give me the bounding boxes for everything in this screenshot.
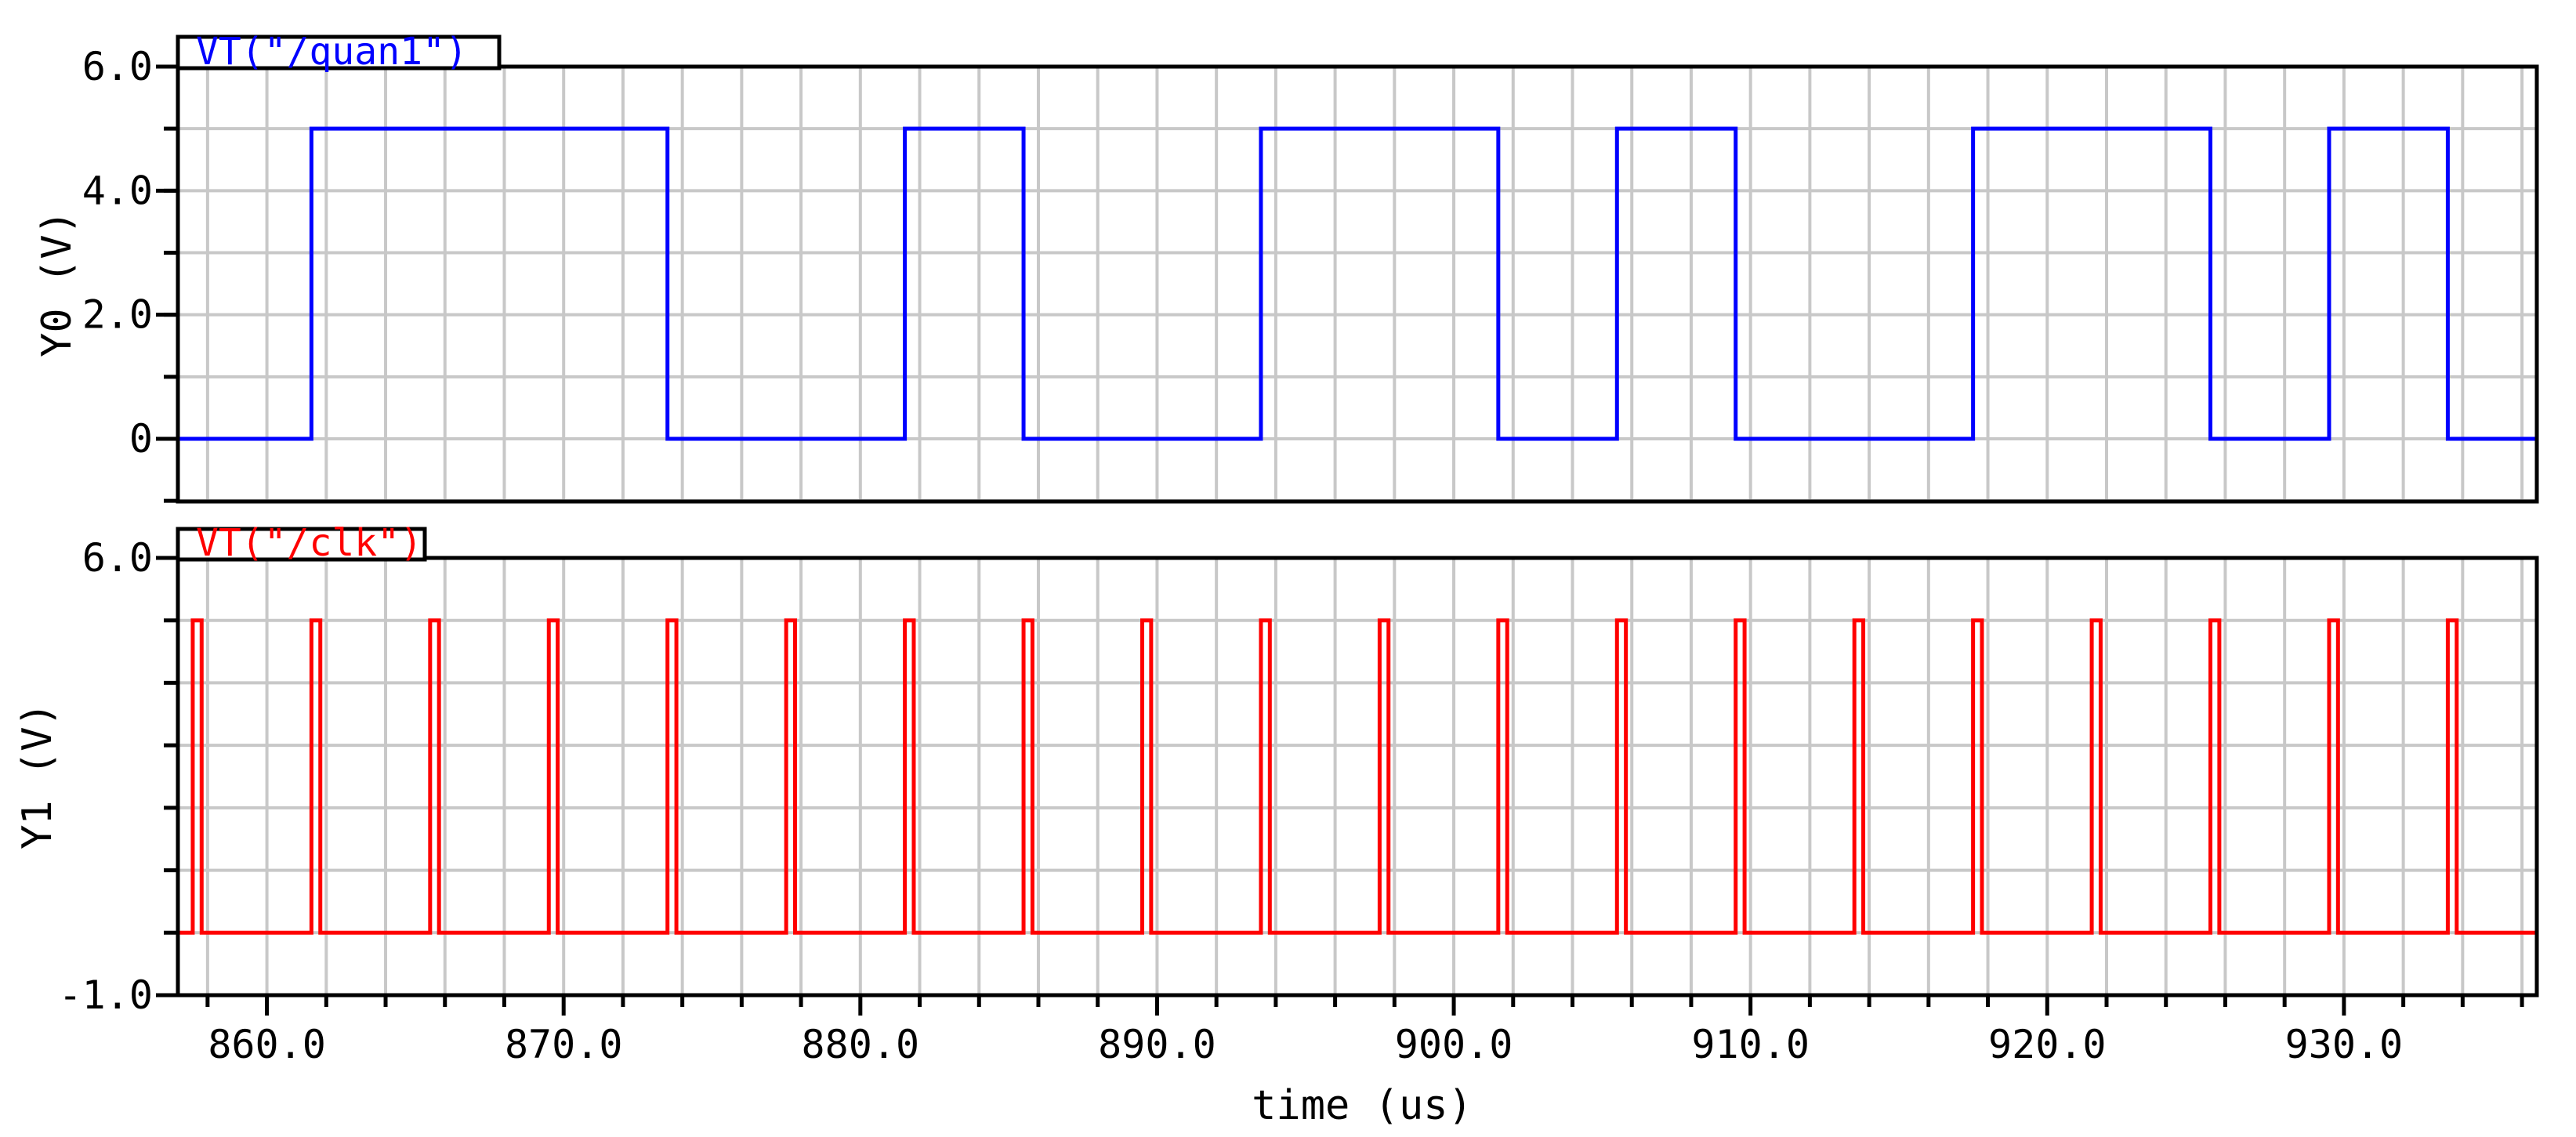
- top-grid: [178, 67, 2537, 503]
- x-tick-label: 860.0: [208, 1022, 326, 1067]
- top-panel: 6.0 4.0 2.0 0 VT("/quan1") Y0 (V): [34, 30, 2539, 504]
- bottom-legend-tab: [176, 527, 427, 562]
- y-tick-label: 0: [129, 416, 153, 462]
- bottom-legend-label: VT("/clk"): [196, 521, 422, 565]
- bottom-y-ticks: 6.0 -1.0: [59, 535, 178, 1018]
- top-y-axis-label: Y0 (V): [34, 210, 81, 357]
- x-tick-label: 900.0: [1395, 1022, 1513, 1067]
- bottom-panel: 6.0 -1.0 860.0 870.0 880.0 890.0 900.0 910.0 92…: [14, 521, 2539, 1129]
- bottom-grid: [178, 558, 2537, 995]
- top-legend-label: VT("/quan1"): [196, 30, 468, 74]
- y-tick-label: -1.0: [59, 972, 153, 1018]
- top-plot-frame: [176, 64, 2539, 504]
- y-tick-label: 2.0: [82, 292, 153, 338]
- bottom-plot-frame: [176, 556, 2539, 998]
- x-tick-label: 890.0: [1098, 1022, 1216, 1067]
- x-axis-label: time (us): [1252, 1082, 1473, 1129]
- y-tick-label: 4.0: [82, 168, 153, 213]
- y-tick-label: 6.0: [82, 44, 153, 89]
- y-tick-label: 6.0: [82, 535, 153, 581]
- x-tick-label: 910.0: [1691, 1022, 1810, 1067]
- x-tick-label: 870.0: [505, 1022, 623, 1067]
- clk-waveform: [178, 618, 2537, 935]
- x-ticks: 860.0 870.0 880.0 890.0 900.0 910.0 920.0 930.0: [205, 995, 2524, 1067]
- x-tick-label: 880.0: [802, 1022, 920, 1067]
- top-legend-tab: [176, 34, 502, 71]
- bottom-y-axis-label: Y1 (V): [14, 702, 61, 849]
- top-y-ticks: 6.0 4.0 2.0 0: [82, 44, 178, 503]
- x-tick-label: 930.0: [2285, 1022, 2404, 1067]
- quan1-waveform: [178, 126, 2537, 441]
- x-tick-label: 920.0: [1988, 1022, 2107, 1067]
